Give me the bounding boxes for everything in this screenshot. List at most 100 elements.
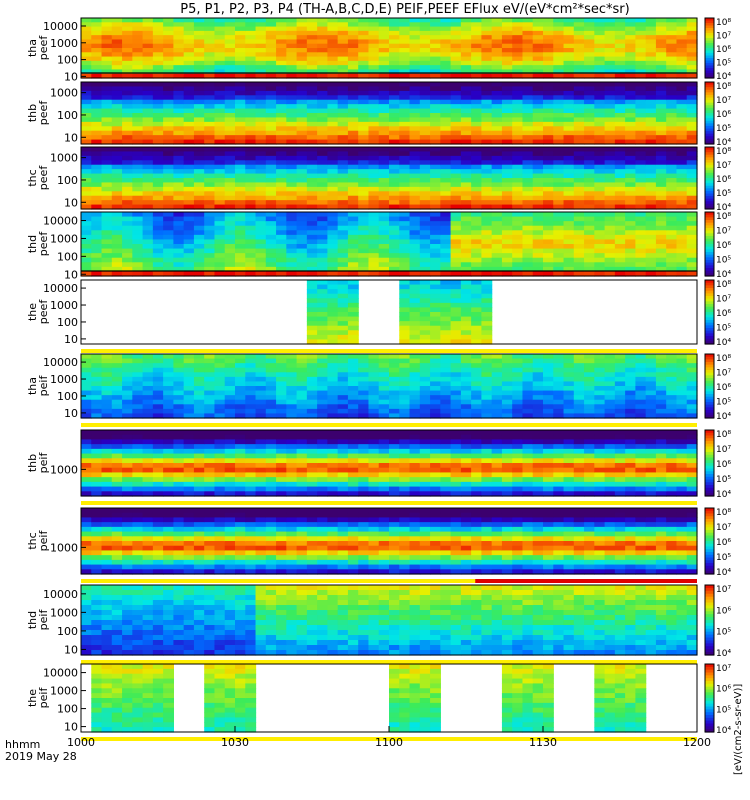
heatmap-cell <box>676 399 688 405</box>
heatmap-cell <box>163 257 174 263</box>
heatmap-cell <box>193 448 205 455</box>
colorbar-segment <box>705 82 714 86</box>
heatmap-cell <box>163 472 174 478</box>
heatmap-cell <box>399 48 411 53</box>
heatmap-cell <box>235 216 246 222</box>
heatmap-cell <box>163 195 174 201</box>
heatmap-cell <box>163 204 174 210</box>
heatmap-cell <box>235 113 246 119</box>
heatmap-cell <box>471 404 482 410</box>
heatmap-cell <box>193 439 205 445</box>
heatmap-cell <box>337 376 349 383</box>
heatmap-cell <box>471 386 482 392</box>
heatmap-cell <box>122 248 133 254</box>
heatmap-cell <box>481 212 493 218</box>
heatmap-cell <box>440 372 452 378</box>
heatmap-cell <box>358 90 370 96</box>
heatmap-cell <box>91 439 103 445</box>
heatmap-cell <box>193 56 205 62</box>
y-tick-label: 1000 <box>50 37 78 50</box>
heatmap-cell <box>604 204 616 210</box>
heatmap-cell <box>399 151 411 157</box>
colorbar-segment <box>705 394 714 398</box>
heatmap-cell <box>368 155 380 161</box>
heatmap-cell <box>491 73 503 79</box>
heatmap-cell <box>111 113 123 119</box>
heatmap-cell <box>543 43 554 49</box>
heatmap-cell <box>450 30 462 36</box>
heatmap-cell <box>255 248 267 254</box>
heatmap-cell <box>81 86 92 92</box>
heatmap-cell <box>193 358 205 364</box>
heatmap-cell <box>512 239 524 245</box>
heatmap-cell <box>306 244 318 250</box>
heatmap-cell <box>440 135 452 141</box>
heatmap-cell <box>337 390 349 396</box>
heatmap-cell <box>419 200 431 206</box>
heatmap-cell <box>204 169 216 175</box>
heatmap-cell <box>296 35 308 41</box>
heatmap-cell <box>532 52 544 58</box>
heatmap-cell <box>471 48 482 53</box>
heatmap-cell <box>614 35 626 41</box>
heatmap-cell <box>594 257 606 263</box>
heatmap-cell <box>214 363 226 369</box>
heatmap-cell <box>306 22 318 28</box>
heatmap-cell <box>501 395 513 401</box>
heatmap-cell <box>481 307 493 313</box>
heatmap-cell <box>245 60 257 66</box>
heatmap-cell <box>142 186 154 192</box>
heatmap-cell <box>399 139 411 145</box>
heatmap-cell <box>317 39 328 45</box>
heatmap-cell <box>245 155 257 161</box>
heatmap-cell <box>368 381 380 387</box>
heatmap-cell <box>440 191 452 197</box>
heatmap-cell <box>573 69 585 75</box>
heatmap-cell <box>286 191 298 197</box>
heatmap-cell <box>450 151 462 157</box>
heatmap-cell <box>204 108 216 114</box>
heatmap-cell <box>111 182 123 188</box>
heatmap-cell <box>265 486 277 492</box>
heatmap-cell <box>491 386 503 392</box>
heatmap-cell <box>563 169 575 175</box>
heatmap-cell <box>614 73 626 79</box>
heatmap-cell <box>224 160 236 166</box>
heatmap-cell <box>204 486 216 492</box>
heatmap-cell <box>276 386 287 392</box>
heatmap-cell <box>276 230 287 236</box>
heatmap-cell <box>163 481 174 488</box>
heatmap-cell <box>204 448 216 455</box>
heatmap-cell <box>245 262 257 268</box>
heatmap-cell <box>183 200 195 206</box>
heatmap-cell <box>450 18 462 23</box>
heatmap-cell <box>666 169 678 175</box>
heatmap-cell <box>327 69 339 75</box>
heatmap-cell <box>91 35 103 41</box>
colorbar-segment <box>705 362 714 366</box>
heatmap-cell <box>81 104 92 110</box>
heatmap-cell <box>111 491 123 497</box>
heatmap-cell <box>296 117 308 123</box>
heatmap-cell <box>111 104 123 110</box>
heatmap-cell <box>409 39 421 45</box>
heatmap-cell <box>81 212 92 218</box>
heatmap-cell <box>81 481 92 488</box>
heatmap-cell <box>265 472 277 478</box>
heatmap-cell <box>460 330 472 336</box>
heatmap-cell <box>337 90 349 96</box>
heatmap-cell <box>173 439 185 445</box>
heatmap-cell <box>214 390 226 396</box>
heatmap-cell <box>193 99 205 105</box>
heatmap-cell <box>337 43 349 49</box>
colorbar-segment <box>705 407 714 411</box>
heatmap-cell <box>101 477 113 483</box>
heatmap-cell <box>471 413 482 419</box>
heatmap-cell <box>676 169 688 175</box>
heatmap-cell <box>193 434 205 441</box>
heatmap-cell <box>152 43 164 49</box>
heatmap-cell <box>440 321 452 327</box>
heatmap-cell <box>635 164 647 170</box>
heatmap-cell <box>584 160 595 166</box>
heatmap-cell <box>193 381 205 387</box>
